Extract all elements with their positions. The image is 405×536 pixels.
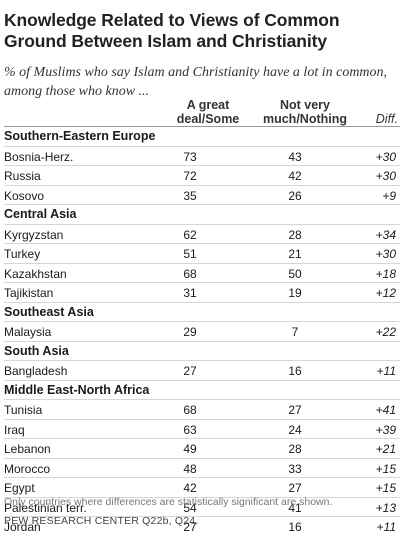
footnote: Only countries where differences are sta… (4, 496, 333, 508)
value-great-deal: 49 (183, 442, 197, 456)
table-row: Morocco 48 33 +15 (4, 457, 400, 478)
value-great-deal: 72 (183, 169, 197, 183)
country-label: Bosnia-Herz. (4, 149, 74, 164)
value-great-deal: 54 (183, 500, 197, 515)
value-great-deal: 42 (183, 481, 197, 495)
value-diff: +13 (375, 500, 396, 515)
table-row: Egypt 42 27 +15 (4, 477, 400, 497)
value-diff: +18 (375, 266, 396, 281)
value-diff: +15 (375, 481, 396, 495)
country-label: Malaysia (4, 325, 52, 339)
value-great-deal: 27 (183, 364, 197, 378)
column-header-diff: Diff. (375, 112, 398, 126)
value-great-deal: 68 (183, 266, 197, 281)
value-diff: +39 (375, 422, 396, 437)
chart-subtitle: % of Muslims who say Islam and Christian… (4, 65, 388, 99)
column-header-not-very-much: Not very much/Nothing (262, 98, 347, 126)
table-row: Tajikistan 31 19 +12 (4, 282, 400, 302)
value-great-deal: 29 (183, 325, 197, 339)
country-label: Palestinian terr. (4, 500, 87, 515)
value-great-deal: 27 (183, 520, 197, 534)
table-row: Bosnia-Herz. 73 43 +30 (4, 145, 400, 166)
value-great-deal: 73 (183, 149, 197, 164)
country-label: Kyrgyzstan (4, 227, 64, 242)
table-row: Iraq 63 24 +39 (4, 418, 400, 439)
value-great-deal: 51 (183, 247, 197, 261)
country-label: Jordan (4, 520, 41, 534)
value-not-very-much: 19 (288, 286, 302, 300)
value-not-very-much: 28 (288, 227, 302, 242)
table-row: Kyrgyzstan 62 28 +34 (4, 223, 400, 244)
value-diff: +30 (375, 149, 396, 164)
value-diff: +34 (375, 227, 396, 242)
value-not-very-much: 26 (288, 188, 302, 203)
value-not-very-much: 27 (288, 481, 302, 495)
value-great-deal: 63 (183, 422, 197, 437)
value-not-very-much: 41 (288, 500, 302, 515)
value-diff: +12 (375, 286, 396, 300)
country-label: Kosovo (4, 188, 45, 203)
table-row: Kazakhstan 68 50 +18 (4, 262, 400, 283)
region-row: Middle East-North Africa (4, 379, 400, 400)
value-not-very-much: 16 (288, 364, 302, 378)
region-label: Southeast Asia (4, 304, 94, 319)
table-row: Lebanon 49 28 +21 (4, 438, 400, 458)
value-diff: +41 (375, 403, 396, 417)
value-great-deal: 35 (183, 188, 197, 203)
country-label: Russia (4, 169, 41, 183)
value-not-very-much: 24 (288, 422, 302, 437)
chart-title: Knowledge Related to Views of Common Gro… (4, 10, 340, 51)
value-diff: +22 (375, 325, 396, 339)
region-label: Southern-Eastern Europe (4, 129, 156, 143)
value-not-very-much: 28 (288, 442, 302, 456)
region-row: Southeast Asia (4, 301, 400, 322)
value-not-very-much: 7 (291, 325, 299, 339)
region-label: South Asia (4, 343, 69, 358)
country-label: Morocco (4, 461, 51, 476)
value-not-very-much: 50 (288, 266, 302, 281)
region-row: Southern-Eastern Europe (4, 126, 400, 146)
data-table: Southern-Eastern Europe Bosnia-Herz. 73 43 +… (4, 126, 400, 536)
source-note: PEW RESEARCH CENTER Q22b, Q24. (4, 515, 199, 527)
table-row: Malaysia 29 7 +22 (4, 321, 400, 341)
table-row: Turkey 51 21 +30 (4, 243, 400, 263)
value-diff: +21 (375, 442, 396, 456)
country-label: Turkey (4, 247, 41, 261)
table-row: Tunisia 68 27 +41 (4, 399, 400, 419)
column-header-great-deal: A great deal/Some (176, 98, 240, 126)
value-diff: +11 (376, 520, 396, 534)
value-not-very-much: 16 (288, 520, 302, 534)
country-label: Tajikistan (4, 286, 54, 300)
value-not-very-much: 21 (288, 247, 302, 261)
table-row: Jordan 27 16 +11 (4, 516, 400, 536)
value-great-deal: 68 (183, 403, 197, 417)
region-label: Middle East-North Africa (4, 382, 150, 397)
value-great-deal: 31 (183, 286, 197, 300)
region-row: Central Asia (4, 204, 400, 224)
country-label: Bangladesh (4, 364, 68, 378)
chart-container: Knowledge Related to Views of Common Gro… (4, 0, 401, 101)
value-diff: +9 (382, 188, 396, 203)
value-not-very-much: 42 (288, 169, 302, 183)
country-label: Tunisia (4, 403, 43, 417)
table-row: Kosovo 35 26 +9 (4, 184, 400, 205)
country-label: Lebanon (4, 442, 51, 456)
country-label: Iraq (4, 422, 25, 437)
value-not-very-much: 27 (288, 403, 302, 417)
value-diff: +11 (376, 364, 396, 378)
table-row: Bangladesh 27 16 +11 (4, 360, 400, 380)
value-great-deal: 62 (183, 227, 197, 242)
region-label: Central Asia (4, 207, 77, 221)
value-diff: +30 (375, 169, 396, 183)
value-not-very-much: 33 (288, 461, 302, 476)
country-label: Kazakhstan (4, 266, 67, 281)
value-diff: +30 (375, 247, 396, 261)
value-great-deal: 48 (183, 461, 197, 476)
table-row: Russia 72 42 +30 (4, 165, 400, 185)
region-row: South Asia (4, 340, 400, 361)
value-not-very-much: 43 (288, 149, 302, 164)
value-diff: +15 (375, 461, 396, 476)
country-label: Egypt (4, 481, 35, 495)
table-row: Palestinian terr. 54 41 +13 (4, 496, 400, 517)
